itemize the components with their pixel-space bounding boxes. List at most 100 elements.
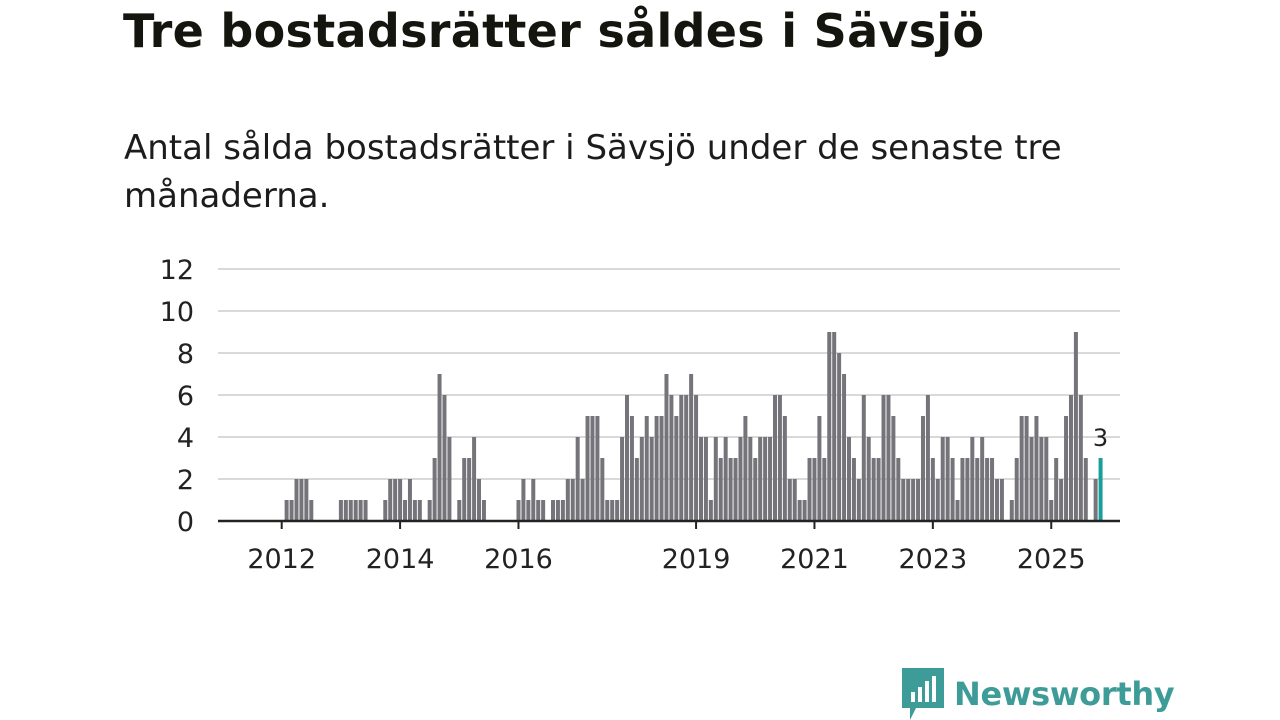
bar [462,458,467,521]
bar [940,437,945,521]
bar [477,479,482,521]
bar [822,458,827,521]
bar [713,437,718,521]
axes [218,519,1120,529]
bar [990,458,995,521]
bar [891,416,896,521]
bar [1068,395,1073,521]
bar [625,395,630,521]
bar [669,395,674,521]
bar [412,500,417,521]
bar [353,500,358,521]
bar [383,500,388,521]
bar [950,458,955,521]
bar [827,332,832,521]
bar [753,458,758,521]
bar [994,479,999,521]
bar [856,479,861,521]
y-tick-label: 0 [177,507,194,538]
bar [945,437,950,521]
x-tick-label: 2025 [1017,544,1086,575]
y-tick-label: 8 [177,339,194,370]
bar [1083,458,1088,521]
labels: 0 2 4 6 8 10 12 3 2012 2014 2016 2019 2021 2023 2025 [160,255,1109,575]
bar [309,500,314,521]
bar [906,479,911,521]
bar [417,500,422,521]
bar [565,479,570,521]
bar [876,458,881,521]
bar [551,500,556,521]
bar [679,395,684,521]
bar [580,479,585,521]
newsworthy-logo: Newsworthy [902,668,1175,720]
bar [842,374,847,521]
bar [1059,479,1064,521]
bar [896,458,901,521]
bar [861,395,866,521]
y-tick-label: 4 [177,423,194,454]
bar [634,458,639,521]
bar [817,416,822,521]
bar [1039,437,1044,521]
bar [585,416,590,521]
bar [832,332,837,521]
bar [432,458,437,521]
bar [965,458,970,521]
bar [343,500,348,521]
bar [1034,416,1039,521]
bar [743,416,748,521]
bar [935,479,940,521]
bar [570,479,575,521]
bar [871,458,876,521]
bar [442,395,447,521]
bar [674,416,679,521]
bar [427,500,432,521]
bar [1049,500,1054,521]
bar [689,374,694,521]
bar [575,437,580,521]
y-tick-label: 2 [177,465,194,496]
bar [728,458,733,521]
bar [846,437,851,521]
bar [881,395,886,521]
newsworthy-logo-text: Newsworthy [954,675,1175,713]
bar [980,437,985,521]
bar [763,437,768,521]
bar [407,479,412,521]
bar [644,416,649,521]
bar [600,458,605,521]
bar [363,500,368,521]
bar [1029,437,1034,521]
y-tick-label: 6 [177,381,194,412]
bar [541,500,546,521]
bar [851,458,856,521]
bar [289,500,294,521]
bar [792,479,797,521]
bar [403,500,408,521]
bar [787,479,792,521]
bar [398,479,403,521]
bar [664,374,669,521]
bar [605,500,610,521]
bars [284,332,1103,521]
bar [521,479,526,521]
bar [758,437,763,521]
bar [590,416,595,521]
newsworthy-logo-icon [902,668,944,720]
bar [733,458,738,521]
bar [911,479,916,521]
bar [703,437,708,521]
bar [1078,395,1083,521]
bar [620,437,625,521]
bar [649,437,654,521]
bar [555,500,560,521]
bar [920,416,925,521]
bar [802,500,807,521]
highlight-value-label: 3 [1093,424,1108,452]
bar [699,437,704,521]
bar [684,395,689,521]
bar [797,500,802,521]
bar [777,395,782,521]
bar [531,479,536,521]
